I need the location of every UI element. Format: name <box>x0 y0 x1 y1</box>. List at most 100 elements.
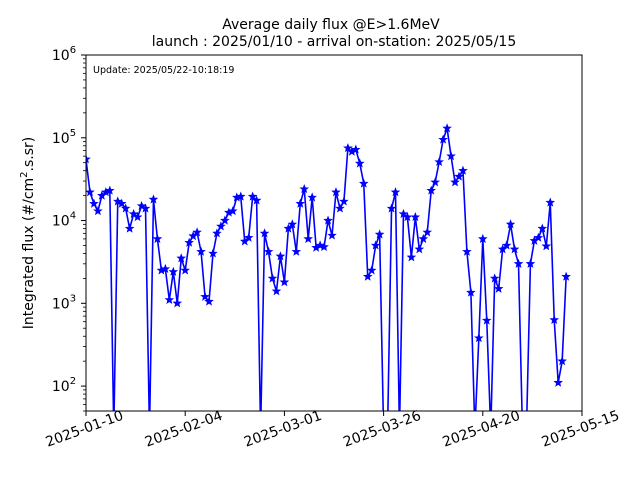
data-point-star <box>493 283 504 293</box>
data-point-star <box>152 233 163 243</box>
data-point-star <box>124 223 135 233</box>
plot-frame <box>85 54 583 412</box>
chart-subtitle: launch : 2025/01/10 - arrival on-station… <box>152 34 517 50</box>
data-point-star <box>180 265 190 275</box>
data-point-star <box>323 215 333 225</box>
data-point-star <box>228 206 238 216</box>
data-point-star <box>478 233 488 243</box>
data-point-star <box>299 184 310 194</box>
data-point-star <box>370 240 381 250</box>
data-point-star <box>192 227 202 237</box>
data-point-star <box>454 171 464 181</box>
data-point-star <box>343 143 353 153</box>
y-tick-base: 10 <box>52 48 70 64</box>
data-point-star <box>200 291 210 301</box>
data-point-star <box>327 230 337 240</box>
data-point-star <box>481 315 492 325</box>
data-point-star <box>212 228 222 238</box>
x-tick-label: 2025-03-26 <box>341 408 423 451</box>
data-point-star <box>251 195 262 205</box>
y-tick-base: 10 <box>52 379 70 395</box>
y-tick-label: 105 <box>52 128 76 147</box>
data-point-star <box>136 200 147 211</box>
data-point-star <box>541 241 552 251</box>
data-point-star <box>450 177 460 187</box>
data-point-star <box>366 265 377 275</box>
y-tick-exponent: 3 <box>70 293 76 304</box>
data-point-star <box>438 134 448 144</box>
data-point-star <box>525 258 536 268</box>
data-point-star <box>339 196 349 206</box>
data-point-star <box>557 356 567 366</box>
data-point-star <box>406 252 417 262</box>
y-tick-label: 106 <box>52 45 76 64</box>
data-point-star <box>505 219 516 229</box>
data-point-star <box>474 333 484 343</box>
data-point-star <box>422 227 433 237</box>
data-point-star <box>410 212 421 222</box>
data-point-star <box>537 223 548 233</box>
y-tick-exponent: 6 <box>70 45 76 56</box>
data-point-star <box>172 298 183 308</box>
data-point-star <box>307 192 317 202</box>
data-point-star <box>168 266 179 276</box>
data-point-star <box>86 154 91 164</box>
data-point-star <box>148 194 159 204</box>
data-point-star <box>402 212 413 222</box>
data-point-star <box>243 232 254 242</box>
data-point-star <box>263 246 274 256</box>
x-tick-label: 2025-01-10 <box>44 408 126 451</box>
y-tick-exponent: 5 <box>70 128 76 139</box>
data-point-star <box>176 253 187 263</box>
data-point-star <box>509 244 520 254</box>
y-tick-base: 10 <box>52 214 70 230</box>
y-tick-base: 10 <box>52 131 70 147</box>
data-point-star <box>386 203 397 213</box>
x-tick-label: 2025-04-20 <box>440 408 522 451</box>
data-point-star <box>374 229 385 239</box>
data-point-star <box>426 185 437 195</box>
data-point-star <box>533 232 544 242</box>
data-point-star <box>93 206 103 216</box>
data-point-star <box>196 246 206 256</box>
data-point-star <box>140 203 151 213</box>
y-axis-label-superscript: 2 <box>19 171 30 177</box>
data-point-star <box>362 271 373 281</box>
data-point-star <box>303 233 313 243</box>
data-point-star <box>116 198 127 208</box>
update-annotation: Update: 2025/05/22-10:18:19 <box>93 65 234 76</box>
series-line <box>86 127 567 411</box>
y-tick-label: 102 <box>52 376 76 395</box>
data-point-star <box>458 165 468 175</box>
data-point-star <box>434 156 444 167</box>
data-point-star <box>489 273 500 283</box>
data-point-star <box>184 237 194 247</box>
data-point-star <box>358 178 369 188</box>
data-point-star <box>247 191 258 201</box>
data-point-star <box>545 197 556 207</box>
x-axis: 2025-01-10 2025-02-04 2025-03-01 2025-03-26… <box>44 408 622 451</box>
data-point-star <box>120 203 131 213</box>
y-tick-label: 104 <box>52 211 76 230</box>
data-point-star <box>430 177 440 187</box>
data-point-star <box>553 377 563 387</box>
data-point-star <box>275 251 286 261</box>
y-axis-label-prefix: Integrated flux (#/cm <box>21 178 37 329</box>
data-point-star <box>295 198 306 208</box>
data-point-star <box>462 246 472 256</box>
data-point-star <box>335 203 345 213</box>
data-point-star <box>132 212 143 222</box>
data-point-star <box>283 223 294 233</box>
data-point-star <box>390 187 401 197</box>
data-point-star <box>160 263 171 274</box>
x-tick-label: 2025-03-01 <box>242 408 324 451</box>
y-tick-exponent: 4 <box>70 211 76 222</box>
data-point-star <box>216 221 226 231</box>
data-point-star <box>271 286 282 296</box>
data-point-star <box>331 187 341 197</box>
data-point-star <box>351 144 361 154</box>
data-point-star <box>105 185 115 195</box>
data-point-star <box>414 244 425 254</box>
